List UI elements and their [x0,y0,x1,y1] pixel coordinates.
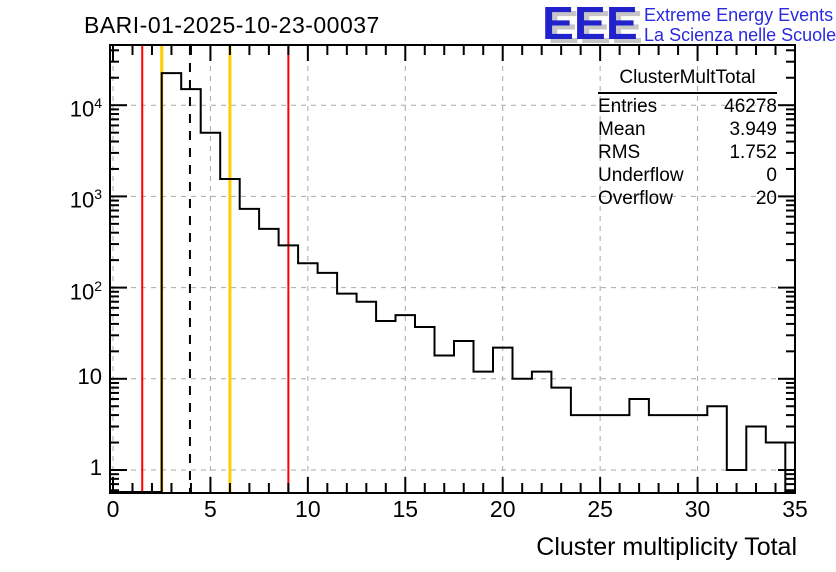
stats-title: ClusterMultTotal [598,67,777,94]
eee-logo-acronym: EEE [542,0,638,49]
stats-box: ClusterMultTotal Entries 46278 Mean 3.949 RM… [598,67,777,211]
x-tick-label: 35 [782,496,808,522]
stats-row: Underflow 0 [598,165,777,188]
x-tick-label: 20 [489,496,516,522]
stats-row: Entries 46278 [598,96,777,119]
stats-row-value: 46278 [724,96,777,117]
eee-logo-text: Extreme Energy Events La Scienza nelle S… [644,5,836,45]
eee-logo: EEE Extreme Energy Events La Scienza nel… [542,0,836,49]
stats-row-value: 3.949 [729,119,777,140]
plot-title: BARI-01-2025-10-23-00037 [84,12,380,38]
eee-logo-line2: La Scienza nelle Scuole [644,25,836,45]
histogram-line [110,72,795,493]
stats-row-label: Entries [598,96,658,117]
stats-row-value: 20 [755,188,777,209]
x-axis-title: Cluster multiplicity Total [536,533,797,561]
y-tick-label: 104 [69,95,102,122]
stats-row-value: 0 [766,165,777,186]
y-tick-label: 102 [69,277,102,304]
stats-row-label: Underflow [598,165,684,186]
x-tick-label: 10 [295,496,321,522]
stats-row-value: 1.752 [729,142,777,163]
plot-frame [109,44,796,494]
eee-logo-line1: Extreme Energy Events [644,5,834,25]
x-tick-label: 30 [684,496,711,522]
y-tick-label: 1 [89,455,102,480]
stats-row: Mean 3.949 [598,119,777,142]
y-tick-label: 10 [77,363,102,389]
x-tick-label: 25 [587,496,613,522]
stats-row: RMS 1.752 [598,142,777,165]
stats-row-label: Overflow [598,188,673,209]
stats-row-label: RMS [598,142,641,163]
y-tick-label: 103 [69,186,102,213]
x-tick-label: 15 [392,496,419,522]
x-tick-label: 5 [204,496,217,522]
stats-rows: Entries 46278 Mean 3.949 RMS 1.752 Underflow 0 O… [598,96,777,211]
stats-row-label: Mean [598,119,646,140]
stats-row: Overflow 20 [598,188,777,211]
x-tick-label: 0 [106,496,120,522]
